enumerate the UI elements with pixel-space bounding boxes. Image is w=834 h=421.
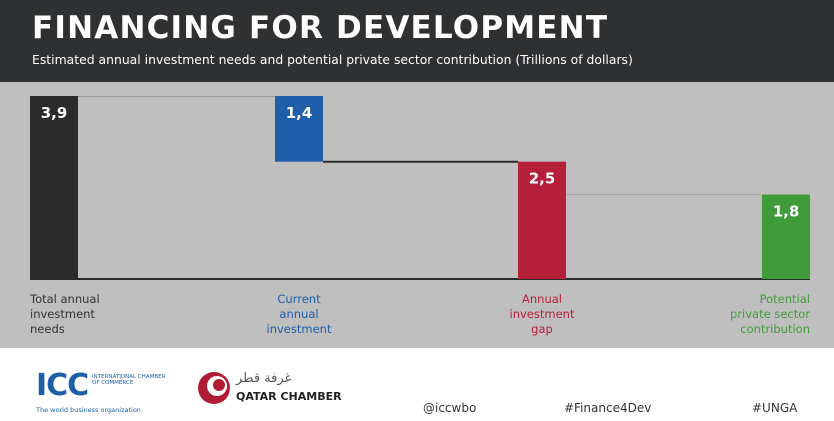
qatar-chamber-arabic-name: غرفة قطر	[236, 371, 292, 386]
twitter-handle-link[interactable]: @iccwbo	[423, 401, 477, 415]
category-label-3: Annual	[522, 292, 562, 306]
category-label-4: contribution	[740, 322, 810, 336]
category-label-2: investment	[267, 322, 332, 336]
chart-title: FINANCING FOR DEVELOPMENT	[32, 10, 609, 46]
category-label-1: Total annual	[29, 292, 100, 306]
category-label-1: investment	[30, 307, 95, 321]
bar-1	[30, 96, 78, 279]
category-label-4: private sector	[730, 307, 810, 321]
hashtag-unga-link[interactable]: #UNGA	[752, 401, 798, 415]
data-label-4: 1,8	[773, 203, 800, 221]
data-label-2: 1,4	[286, 104, 313, 122]
category-label-4: Potential	[760, 292, 810, 306]
qatar-chamber-name: QATAR CHAMBER	[236, 390, 342, 403]
icc-tagline: The world business organization	[36, 406, 141, 414]
category-label-3: investment	[510, 307, 575, 321]
hashtag-finance4dev-link[interactable]: #Finance4Dev	[564, 401, 652, 415]
chart-subtitle: Estimated annual investment needs and po…	[32, 52, 633, 67]
data-label-1: 3,9	[41, 104, 68, 122]
category-label-3: gap	[531, 322, 553, 336]
bar-2	[275, 96, 323, 162]
bar-3	[518, 161, 566, 279]
footer: ICC INTERNATIONAL CHAMBER OF COMMERCE Th…	[0, 348, 834, 421]
header-banner: FINANCING FOR DEVELOPMENT Estimated annu…	[0, 0, 834, 82]
qatar-chamber-emblem-icon	[198, 372, 230, 404]
bar-4	[762, 194, 810, 279]
category-label-2: annual	[279, 307, 318, 321]
category-label-1: needs	[30, 322, 65, 336]
category-label-2: Current	[277, 292, 321, 306]
icc-mark: ICC	[36, 368, 89, 403]
chart-panel: 3,9 Total annual investment needs 1,4 Current…	[0, 82, 834, 348]
icc-full-name: INTERNATIONAL CHAMBER OF COMMERCE	[92, 374, 166, 386]
data-label-3: 2,5	[529, 170, 556, 188]
